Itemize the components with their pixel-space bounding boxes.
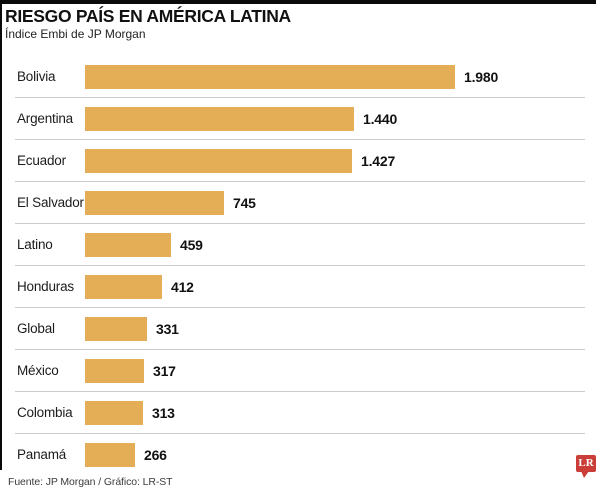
left-rule	[0, 0, 2, 470]
category-label: El Salvador	[17, 195, 84, 210]
value-label: 1.440	[363, 110, 398, 127]
category-label: Honduras	[17, 279, 74, 294]
chart-row: Bolivia 1.980	[15, 56, 585, 98]
top-rule	[0, 0, 596, 4]
bar	[85, 148, 352, 173]
chart-header: RIESGO PAÍS EN AMÉRICA LATINA Índice Emb…	[5, 6, 291, 42]
category-label: Panamá	[17, 447, 67, 462]
category-label: Ecuador	[17, 153, 66, 168]
chart-row: Ecuador 1.427	[15, 140, 585, 182]
bar	[85, 274, 162, 299]
value-label: 331	[156, 320, 179, 337]
lr-logo-text: LR	[578, 457, 594, 469]
chart-row: Latino 459	[15, 224, 585, 266]
value-label: 313	[152, 404, 175, 421]
chart-row: Colombia 313	[15, 392, 585, 434]
bar	[85, 232, 171, 257]
bar	[85, 190, 224, 215]
category-label: México	[17, 363, 59, 378]
chart-row: México 317	[15, 350, 585, 392]
chart-subtitle: Índice Embi de JP Morgan	[5, 27, 146, 41]
bar	[85, 106, 354, 131]
value-label: 1.980	[464, 68, 499, 85]
bar	[85, 316, 147, 341]
value-label: 459	[180, 236, 203, 253]
category-label: Argentina	[17, 111, 73, 126]
lr-logo: LR	[576, 455, 596, 472]
category-label: Colombia	[17, 405, 73, 420]
bar	[85, 358, 144, 383]
category-label: Latino	[17, 237, 53, 252]
chart-row: Argentina 1.440	[15, 98, 585, 140]
value-label: 317	[153, 362, 176, 379]
chart-row: Honduras 412	[15, 266, 585, 308]
value-label: 412	[171, 278, 194, 295]
value-label: 745	[233, 194, 256, 211]
value-label: 1.427	[361, 152, 396, 169]
chart-title: RIESGO PAÍS EN AMÉRICA LATINA	[5, 6, 291, 26]
category-label: Global	[17, 321, 55, 336]
bar	[85, 64, 455, 89]
bar	[85, 442, 135, 467]
chart-row: Panamá 266	[15, 434, 585, 475]
chart-row: El Salvador 745	[15, 182, 585, 224]
value-label: 266	[144, 446, 167, 463]
lr-logo-tail-icon	[581, 471, 589, 478]
chart-rows: Bolivia 1.980 Argentina 1.440 Ecuador 1.427 El…	[15, 56, 585, 475]
chart-row: Global 331	[15, 308, 585, 350]
source-credit: Fuente: JP Morgan / Gráfico: LR-ST	[8, 476, 173, 488]
bar	[85, 400, 143, 425]
category-label: Bolivia	[17, 69, 56, 84]
